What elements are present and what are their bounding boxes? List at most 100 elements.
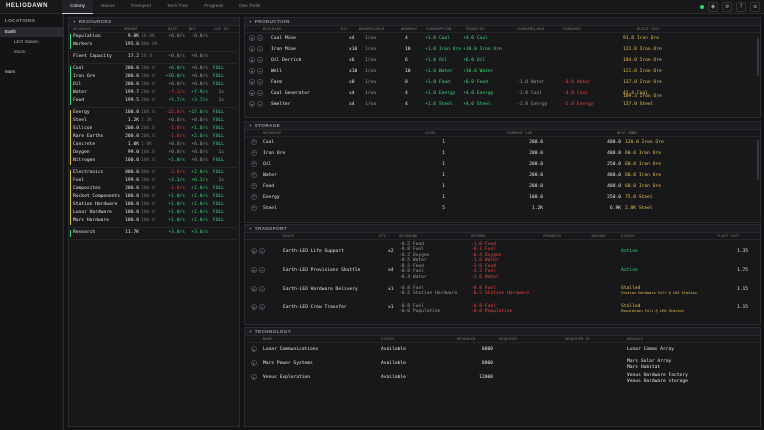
nav-tab-tech-tree[interactable]: Tech Tree (166, 3, 189, 9)
add-building-button[interactable]: + (249, 57, 255, 63)
group-divider (71, 239, 237, 240)
add-building-button[interactable]: + (249, 90, 255, 96)
column-header[interactable]: WORKERS/BLD (359, 26, 385, 31)
storage-scrollbar[interactable] (757, 140, 759, 180)
column-header[interactable]: LEVEL (425, 130, 437, 135)
research-button[interactable]: ▸ (251, 374, 257, 380)
column-header[interactable]: CAP IN (214, 26, 228, 31)
add-building-button[interactable]: + (249, 46, 255, 52)
tech-unlock: Mars Habitat (627, 364, 661, 370)
column-header[interactable]: PROGRESS (543, 233, 562, 238)
collapse-caret-icon[interactable]: ▾ (249, 20, 252, 25)
collapse-caret-icon[interactable]: ▾ (249, 227, 252, 232)
add-building-button[interactable]: + (249, 35, 255, 41)
group-divider (71, 51, 237, 52)
column-header[interactable]: REQUIRES (499, 336, 518, 341)
production-scrollbar[interactable] (757, 38, 759, 76)
upgrade-storage-button[interactable]: ^ (251, 183, 257, 189)
tech-research: 12000 (479, 375, 493, 380)
add-building-button[interactable]: + (249, 101, 255, 107)
remove-building-button[interactable]: − (257, 46, 263, 52)
nav-tab-progress[interactable]: Progress (204, 3, 224, 9)
column-header[interactable]: WORKERS (401, 26, 418, 31)
add-route-button[interactable]: + (251, 247, 257, 254)
column-header[interactable]: RESOURCE (73, 26, 92, 31)
column-header[interactable]: OUTBOUND (399, 233, 418, 238)
column-header[interactable]: ROUTE (283, 233, 295, 238)
column-header[interactable]: QTY (341, 26, 348, 31)
column-header[interactable]: RETURN (471, 233, 485, 238)
remove-building-button[interactable]: − (257, 79, 263, 85)
remove-building-button[interactable]: − (257, 35, 263, 41)
column-header[interactable]: STATUS (381, 336, 395, 341)
location-item[interactable]: Moon (14, 49, 26, 55)
add-building-button[interactable]: + (249, 68, 255, 74)
column-header[interactable]: RESOURCE (263, 130, 282, 135)
column-header[interactable]: QTY (379, 233, 386, 238)
column-header[interactable]: AMOUNT (124, 26, 138, 31)
research-button[interactable]: ▸ (251, 346, 257, 352)
nav-tab-transport[interactable]: Transport (130, 3, 151, 9)
menu-icon[interactable]: ≡ (750, 2, 760, 12)
column-header[interactable]: STATUS (621, 233, 635, 238)
storage-heading: STORAGE (254, 123, 281, 128)
remove-route-button[interactable]: − (259, 304, 265, 311)
column-header[interactable]: NEXT CAP (617, 130, 636, 135)
storage-level: 1 (442, 140, 445, 145)
column-header[interactable]: PRODUCES (466, 26, 485, 31)
resource-net: +2.0/s (191, 134, 208, 139)
remove-building-button[interactable]: − (257, 57, 263, 63)
upgrade-storage-button[interactable]: ^ (251, 194, 257, 200)
location-item[interactable]: Earth (0, 27, 63, 38)
remove-route-button[interactable]: − (259, 247, 265, 254)
column-header[interactable]: UNLOCKS (627, 336, 644, 341)
column-header[interactable]: CONSUMES/BLD (517, 26, 545, 31)
resource-group-accent (70, 66, 71, 105)
collapse-caret-icon[interactable]: ▾ (249, 124, 252, 129)
remove-building-button[interactable]: − (257, 101, 263, 107)
column-header[interactable]: CURRENT CAP (507, 130, 533, 135)
column-header[interactable]: INFLOW (591, 233, 605, 238)
add-route-button[interactable]: + (251, 266, 257, 273)
nav-tab-colony[interactable]: Colony (62, 0, 94, 14)
remove-route-button[interactable]: − (259, 286, 265, 293)
remove-building-button[interactable]: − (257, 68, 263, 74)
nav-tab-nexus[interactable]: Nexus (101, 3, 115, 9)
gear-icon[interactable]: ⚙ (722, 2, 732, 12)
upgrade-storage-button[interactable]: ^ (251, 172, 257, 178)
remove-route-button[interactable]: − (259, 266, 265, 273)
nav-tab-dev-tools[interactable]: Dev Tools (239, 3, 261, 9)
upgrade-storage-button[interactable]: ^ (251, 139, 257, 145)
add-route-button[interactable]: + (251, 304, 257, 311)
column-header[interactable]: RATE (168, 26, 178, 31)
upgrade-storage-button[interactable]: ^ (251, 205, 257, 211)
route-fleet-cost: 1.75 (737, 267, 749, 273)
location-item[interactable]: Mars (5, 69, 16, 75)
column-header[interactable]: FLEET COST (717, 233, 740, 238)
column-header[interactable]: RESEARCH (457, 336, 476, 341)
storage-name: Steel (263, 206, 277, 211)
column-header[interactable]: CONSUMES (563, 26, 582, 31)
add-route-button[interactable]: + (251, 286, 257, 293)
help-icon[interactable]: ? (736, 2, 746, 12)
column-header[interactable]: CONSUMPTION (426, 26, 452, 31)
resource-amount: 195.0 (125, 42, 139, 47)
collapse-caret-icon[interactable]: ▾ (73, 20, 76, 25)
column-header[interactable]: BUILD COST (637, 26, 660, 31)
collapse-caret-icon[interactable]: ▾ (249, 330, 252, 335)
remove-building-button[interactable]: − (257, 90, 263, 96)
building-produces: +10.0 Water (463, 69, 494, 74)
upgrade-storage-button[interactable]: ^ (251, 150, 257, 156)
column-header[interactable]: BUILDING (263, 26, 282, 31)
column-header[interactable]: NET (189, 26, 196, 31)
location-item[interactable]: LEO Station (14, 39, 39, 45)
storage-cost: 60.0 Iron Ore (625, 151, 661, 156)
upgrade-storage-button[interactable]: ^ (251, 161, 257, 167)
column-header[interactable]: COST (629, 130, 639, 135)
resource-capin: FULL (212, 142, 224, 147)
column-header[interactable]: NAME (263, 336, 273, 341)
column-header[interactable]: REQUIRED BY (565, 336, 591, 341)
research-button[interactable]: ▸ (251, 360, 257, 366)
eye-icon[interactable]: ◉ (708, 2, 718, 12)
add-building-button[interactable]: + (249, 79, 255, 85)
